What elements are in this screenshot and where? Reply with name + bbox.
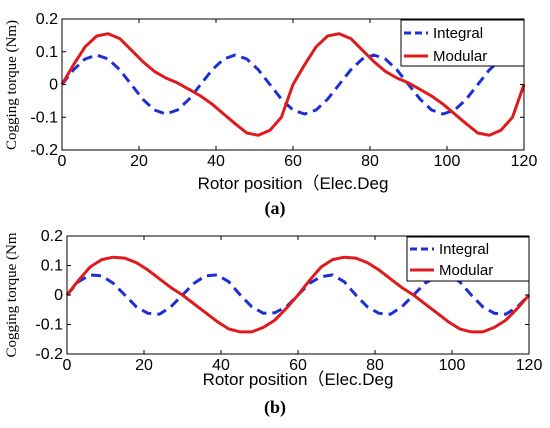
- y-axis-label-a: Cogging torque (Nm): [4, 20, 20, 150]
- y-tick-label-b: -0.1: [35, 317, 63, 334]
- legend-modular-label-a: Modular: [433, 48, 487, 65]
- x-tick-label-b: 100: [439, 357, 466, 374]
- x-tick-label-a: 20: [130, 153, 148, 170]
- legend-modular-label-b: Modular: [439, 262, 493, 279]
- legend-box-a: [400, 19, 525, 67]
- series-marks-b: [65, 255, 531, 334]
- caption-b: (b): [264, 397, 286, 418]
- x-axis-label-b: Rotor position（Elec.Deg: [203, 370, 394, 389]
- legend-a: Integral Modular: [400, 19, 525, 67]
- x-tick-label-a: 100: [434, 153, 461, 170]
- series-marks-a: [60, 32, 526, 137]
- x-axis-label-a: Rotor position（Elec.Deg: [198, 174, 389, 193]
- y-tick-label-a: -0.1: [30, 109, 58, 126]
- y-ticks-a: 0.2 0.1 0 -0.1 -0.2: [30, 11, 524, 159]
- y-tick-label-a: -0.2: [30, 142, 58, 159]
- chart-panel-b: 0 20 40 60 80 100 120 0.2 0.1 0 -0.1 -0.2 Integral…: [4, 228, 542, 389]
- legend-integral-label-a: Integral: [433, 25, 483, 42]
- y-ticks-b: 0.2 0.1 0 -0.1 -0.2: [35, 228, 529, 363]
- series-line-modular-a: [60, 32, 526, 137]
- x-tick-label-b: 60: [289, 357, 307, 374]
- x-tick-label-a: 80: [361, 153, 379, 170]
- y-axis-label-b: Cogging torque (Nm: [4, 232, 20, 357]
- y-tick-label-b: 0.1: [41, 258, 63, 275]
- chart-panel-a: 0 20 40 60 80 100 120 0.2 0.1 0 -0.1 -0.2 Integral…: [4, 11, 537, 193]
- x-tick-label-b: 0: [63, 357, 72, 374]
- legend-integral-label-b: Integral: [439, 241, 489, 258]
- y-tick-label-a: 0.1: [36, 44, 58, 61]
- x-tick-label-b: 20: [135, 357, 153, 374]
- legend-box-b: [406, 236, 530, 282]
- caption-a: (a): [265, 198, 286, 219]
- y-tick-label-a: 0.2: [36, 11, 58, 28]
- x-tick-label-a: 0: [58, 153, 67, 170]
- series-line-integral-a: [60, 53, 525, 116]
- x-tick-label-b: 120: [516, 357, 543, 374]
- y-tick-label-b: 0: [54, 287, 63, 304]
- y-tick-label-a: 0: [49, 77, 58, 94]
- x-ticks-a: 0 20 40 60 80 100 120: [58, 19, 538, 170]
- y-tick-label-b: -0.2: [35, 346, 63, 363]
- x-tick-label-a: 40: [207, 153, 225, 170]
- x-tick-label-b: 40: [212, 357, 230, 374]
- series-line-modular-b: [65, 255, 531, 334]
- x-ticks-b: 0 20 40 60 80 100 120: [63, 236, 543, 374]
- legend-b: Integral Modular: [406, 236, 530, 282]
- y-tick-label-b: 0.2: [41, 228, 63, 245]
- x-tick-label-b: 80: [366, 357, 384, 374]
- x-tick-label-a: 60: [284, 153, 302, 170]
- x-tick-label-a: 120: [511, 153, 538, 170]
